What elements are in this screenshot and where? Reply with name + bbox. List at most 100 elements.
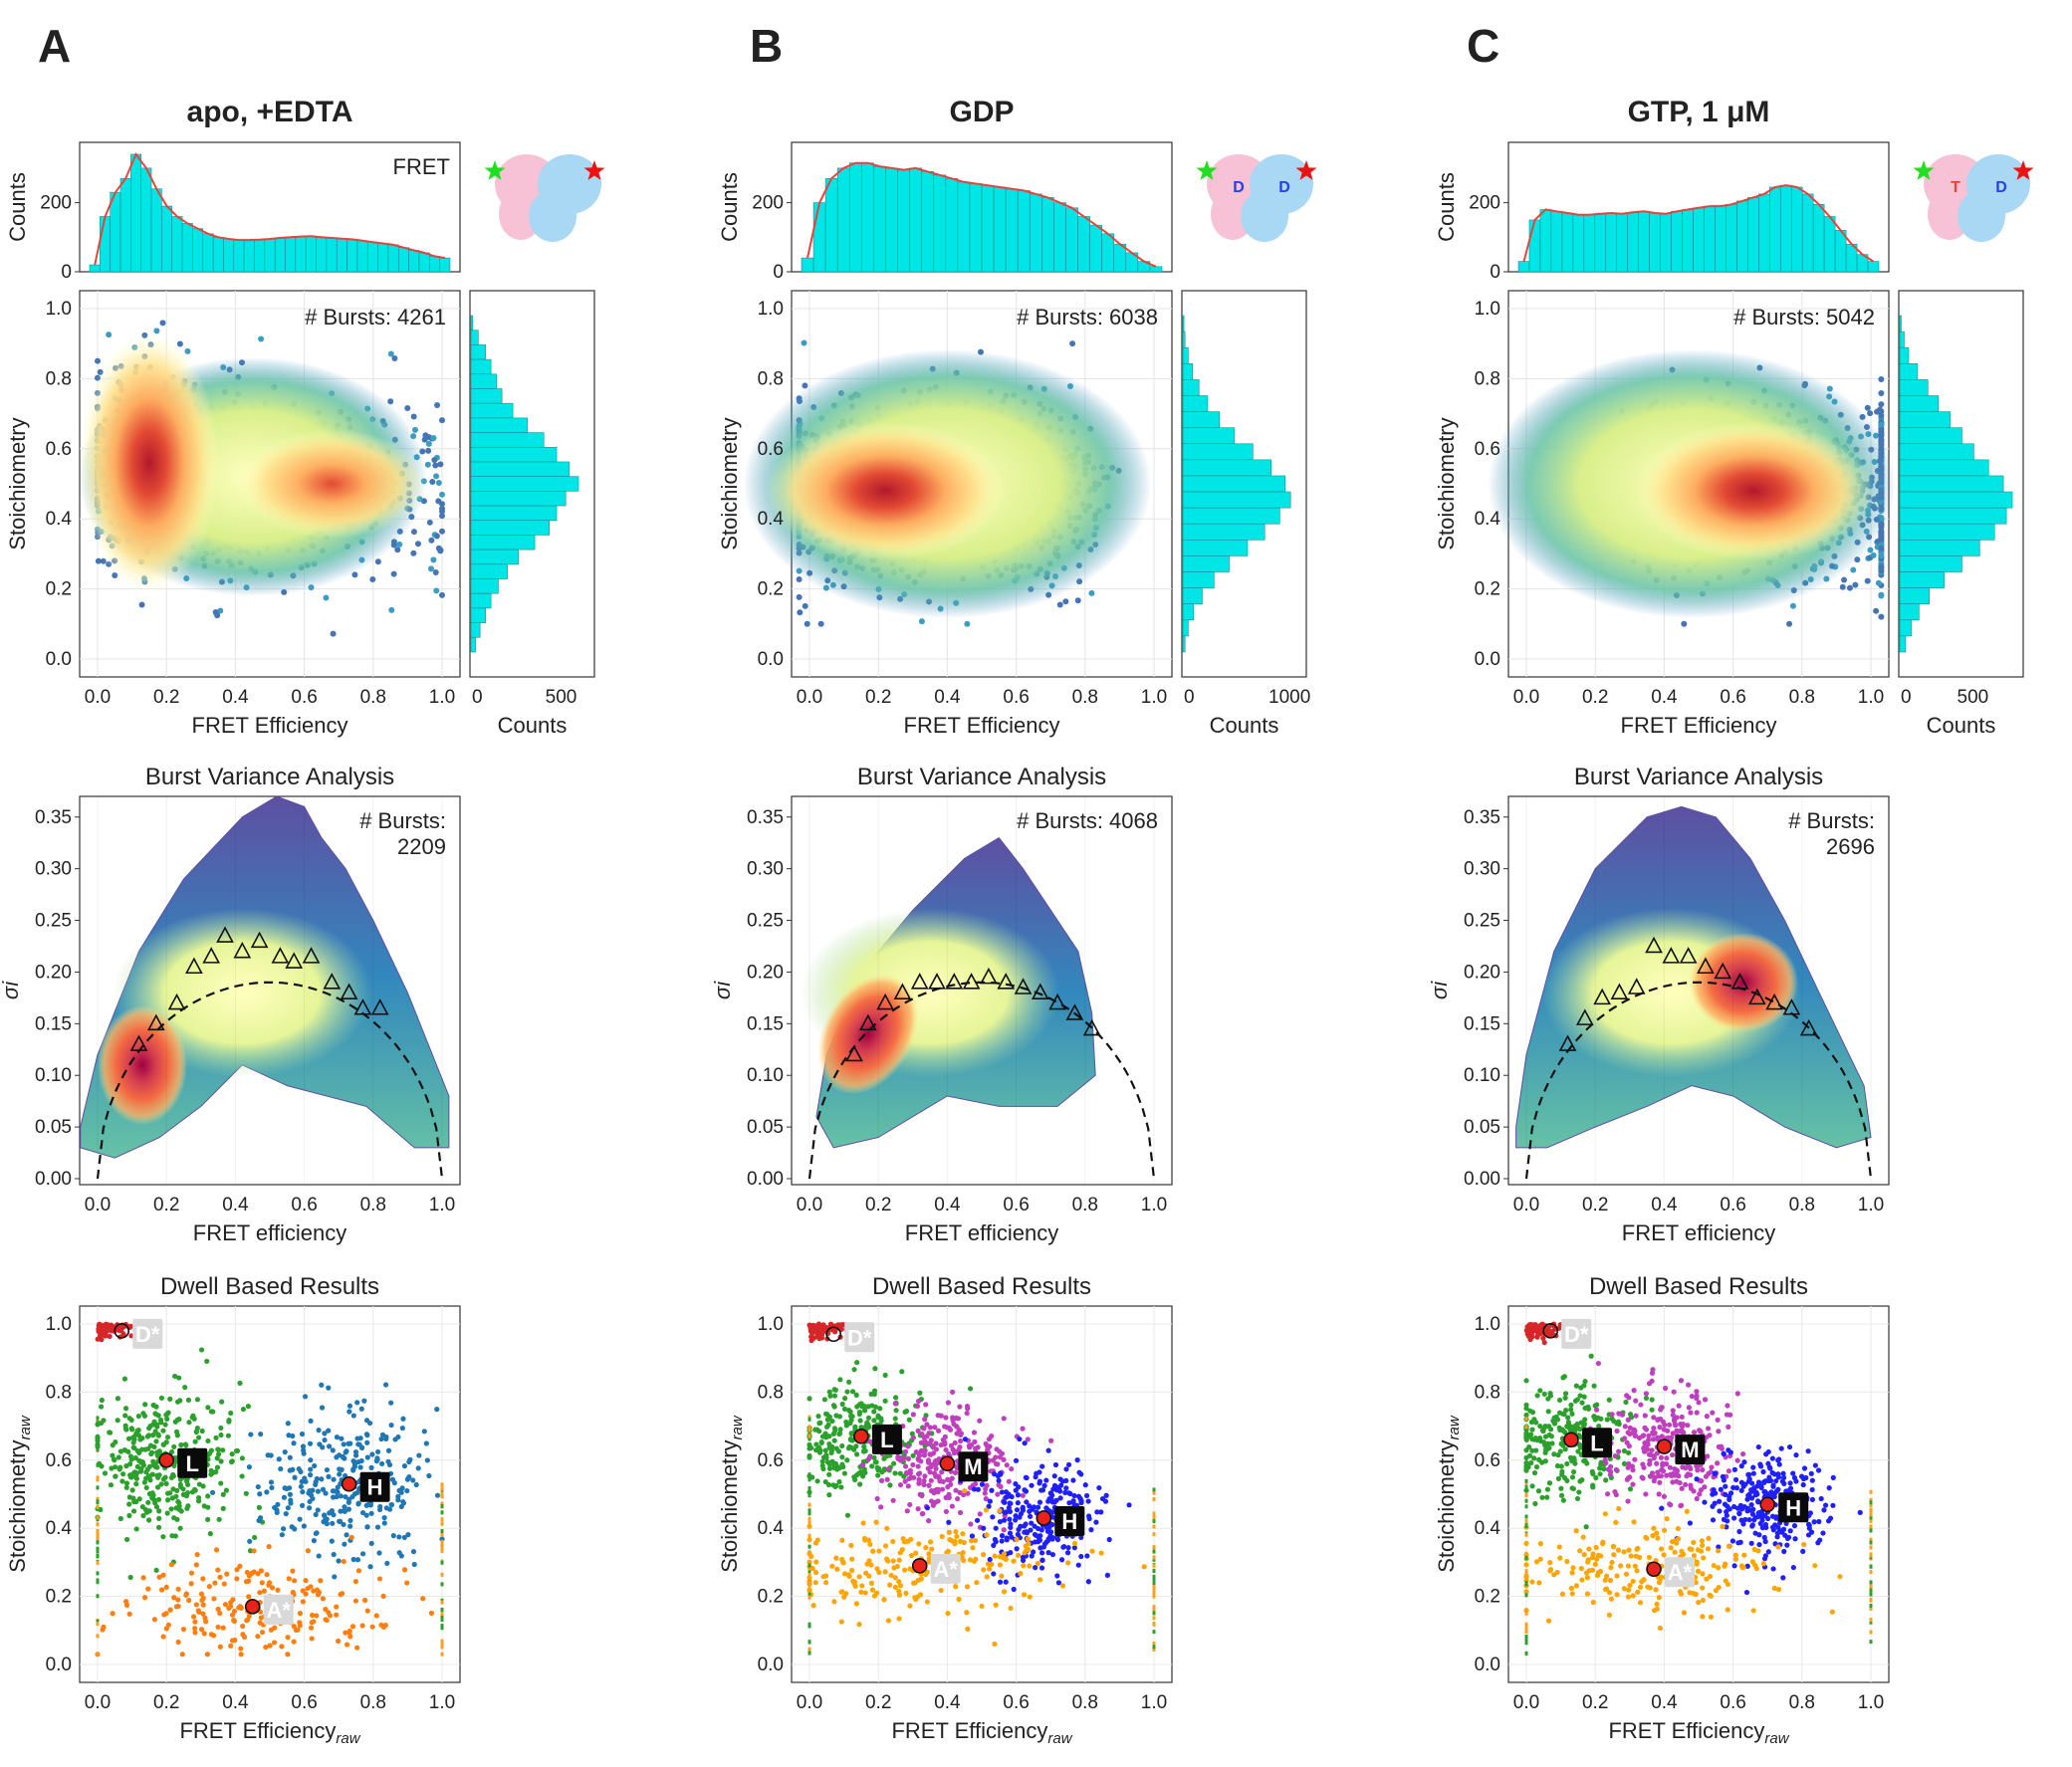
dwell-point [388,1422,394,1429]
fret-hist-bar [161,205,173,273]
dwell-point [884,1476,890,1482]
dwell-point [386,1506,393,1512]
dwell-point [215,1446,221,1452]
dwell-point [871,1388,878,1394]
dwell-point [355,1500,361,1506]
dwell-point [985,1561,992,1567]
fret-hist-bar [1649,212,1661,273]
dwell-point [977,1511,983,1517]
es-ytick: 0.8 [758,368,784,389]
dwell-point [308,1625,315,1631]
dwell-point [164,1510,170,1516]
dwell-point [165,1622,172,1628]
dwell-point [342,1504,347,1510]
dwell-point [358,1457,364,1464]
dwell-point [1070,1477,1076,1483]
dwell-edge-point [440,1545,444,1550]
dwell-point [1017,1514,1023,1520]
dwell-point [211,1596,217,1602]
bva-xtick: 1.0 [1858,1195,1884,1215]
dwell-edge-point [96,1594,100,1599]
dwell-point [150,1402,156,1409]
dwell-point [238,1652,244,1657]
dwell-point [967,1386,974,1392]
dwell-point [907,1501,913,1508]
fret-hist-bar [285,236,297,273]
fret-hist-bar [140,167,152,273]
dwell-point [927,1425,933,1431]
es-xtick: 0.6 [1720,687,1745,708]
dwell-ylabel-sub: raw [729,1415,746,1439]
dwell-xtick: 1.0 [429,1692,455,1713]
dwell-point [182,1441,188,1447]
dwell-point [154,1424,160,1430]
bva-ytick: 0.05 [35,1117,72,1138]
dwell-point [117,1515,123,1522]
fret-hist-bar [981,184,995,273]
dwell-point [102,1470,109,1476]
dwell-point [1085,1579,1091,1585]
dwell-point [916,1452,923,1458]
dwell-point [316,1428,322,1434]
dwell-point [282,1449,288,1455]
dwell-edge-point [440,1549,444,1554]
es-ytick: 0.0 [758,649,784,670]
dwell-point [323,1606,329,1613]
burst-point [391,355,398,362]
dwell-point [219,1399,225,1405]
fret-hist-bar [1149,266,1163,273]
dwell-point [828,1321,834,1328]
bva-triangle-marker [1031,983,1049,999]
dwell-point [153,1504,160,1510]
dwell-point [1005,1493,1011,1499]
burst-point [388,606,395,613]
dwell-point [904,1508,910,1514]
dwell-point [1007,1516,1013,1522]
stoich-hist-bar [470,402,514,419]
burst-point [425,447,432,454]
dwell-point [237,1380,243,1386]
fret-hist-bar [1101,233,1115,273]
dwell-point [100,1332,106,1338]
dwell-point [973,1481,979,1487]
panel-title: apo, +EDTA [187,96,353,128]
dwell-edge-point [440,1572,444,1577]
dwell-edge-point [807,1472,811,1477]
blue-subunit-icon [1957,190,2005,242]
icon-label: D [1233,179,1245,196]
state-centroid-marker [158,1452,174,1468]
protein-dimer-icon [484,154,605,242]
dwell-point [831,1463,838,1469]
dwell-point [164,1435,171,1440]
dwell-point [350,1556,356,1563]
dwell-point [400,1416,406,1422]
fret-hist-bar [1065,207,1078,273]
dwell-point [287,1454,293,1460]
dwell-point [943,1446,949,1453]
state-centroid-marker [853,1429,869,1444]
dwell-point [292,1474,298,1480]
burst-point [1878,545,1885,552]
fret-hist-bar [897,169,910,273]
stoich-hist-bar [1899,523,1995,541]
dwell-point [311,1619,317,1625]
dwell-point [933,1486,939,1493]
burst-point [430,435,437,442]
es-xlabel: FRET Efficiency [192,713,348,738]
dwell-point [174,1487,180,1493]
bva-xtick: 0.6 [291,1195,317,1215]
dwell-point [126,1512,132,1519]
dwell-edge-point [440,1491,444,1496]
bva-ytick: 0.10 [35,1065,72,1086]
fret-hist-bar [1812,204,1825,273]
dwell-point [133,1481,139,1487]
dwell-point [145,1517,152,1523]
dwell-point [991,1571,997,1577]
burst-point [435,498,442,505]
dwell-point [126,1501,132,1507]
dwell-point [301,1523,307,1529]
fret-hist-label: FRET [393,154,450,179]
dwell-point [175,1586,181,1592]
dwell-point [320,1486,327,1492]
dwell-point [149,1471,155,1477]
